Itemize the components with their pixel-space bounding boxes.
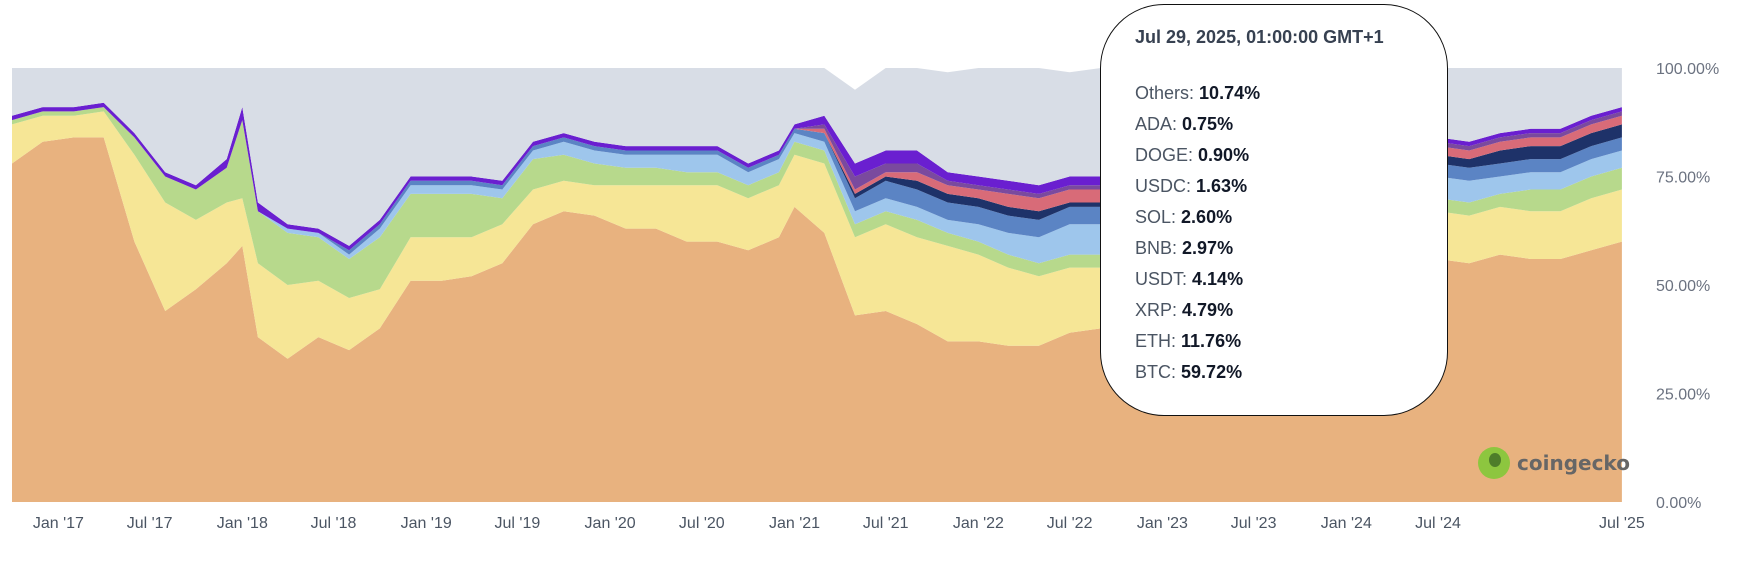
tooltip-row-eth: ETH: 11.76% [1135, 331, 1242, 351]
gecko-logo-icon [1478, 447, 1510, 479]
tooltip-row-others: Others: 10.74% [1135, 83, 1261, 103]
y-tick-label: 50.00% [1656, 278, 1710, 295]
x-tick-label: Jul '20 [679, 515, 725, 532]
x-tick-label: Jul '21 [863, 515, 909, 532]
tooltip-row-bnb: BNB: 2.97% [1135, 238, 1234, 258]
x-tick-label: Jul '25 [1599, 515, 1645, 532]
x-tick-label: Jan '20 [585, 515, 636, 532]
tooltip-row-sol: SOL: 2.60% [1135, 207, 1233, 227]
tooltip-row-doge: DOGE: 0.90% [1135, 145, 1250, 165]
tooltip-row-ada: ADA: 0.75% [1135, 114, 1234, 134]
x-tick-label: Jan '17 [33, 515, 84, 532]
x-tick-label: Jan '22 [953, 515, 1004, 532]
y-tick-label: 25.00% [1656, 387, 1710, 404]
y-axis: 100.00% 75.00% 50.00% 25.00% 0.00% [1656, 61, 1719, 512]
x-tick-label: Jan '23 [1137, 515, 1188, 532]
tooltip-date: Jul 29, 2025, 01:00:00 GMT+1 [1135, 27, 1384, 47]
x-tick-label: Jul '17 [127, 515, 173, 532]
tooltip-row-btc: BTC: 59.72% [1135, 362, 1243, 382]
x-axis: Jan '17 Jul '17 Jan '18 Jul '18 Jan '19 Jul '… [33, 515, 1645, 532]
x-tick-label: Jul '19 [495, 515, 541, 532]
x-tick-label: Jan '21 [769, 515, 820, 532]
brand-name: coingecko [1517, 451, 1630, 475]
y-tick-label: 100.00% [1656, 61, 1719, 78]
x-tick-label: Jul '22 [1047, 515, 1093, 532]
x-tick-label: Jul '24 [1415, 515, 1461, 532]
y-tick-label: 0.00% [1656, 495, 1701, 512]
x-tick-label: Jul '18 [311, 515, 357, 532]
tooltip-row-usdt: USDT: 4.14% [1135, 269, 1244, 289]
x-tick-label: Jan '19 [401, 515, 452, 532]
chart-tooltip: Jul 29, 2025, 01:00:00 GMT+1 Others: 10.… [1100, 4, 1448, 416]
tooltip-row-xrp: XRP: 4.79% [1135, 300, 1234, 320]
x-tick-label: Jul '23 [1231, 515, 1277, 532]
tooltip-row-usdc: USDC: 1.63% [1135, 176, 1248, 196]
coingecko-brand: coingecko [1478, 446, 1630, 480]
x-tick-label: Jan '18 [217, 515, 268, 532]
x-tick-label: Jan '24 [1321, 515, 1372, 532]
y-tick-label: 75.00% [1656, 170, 1710, 187]
